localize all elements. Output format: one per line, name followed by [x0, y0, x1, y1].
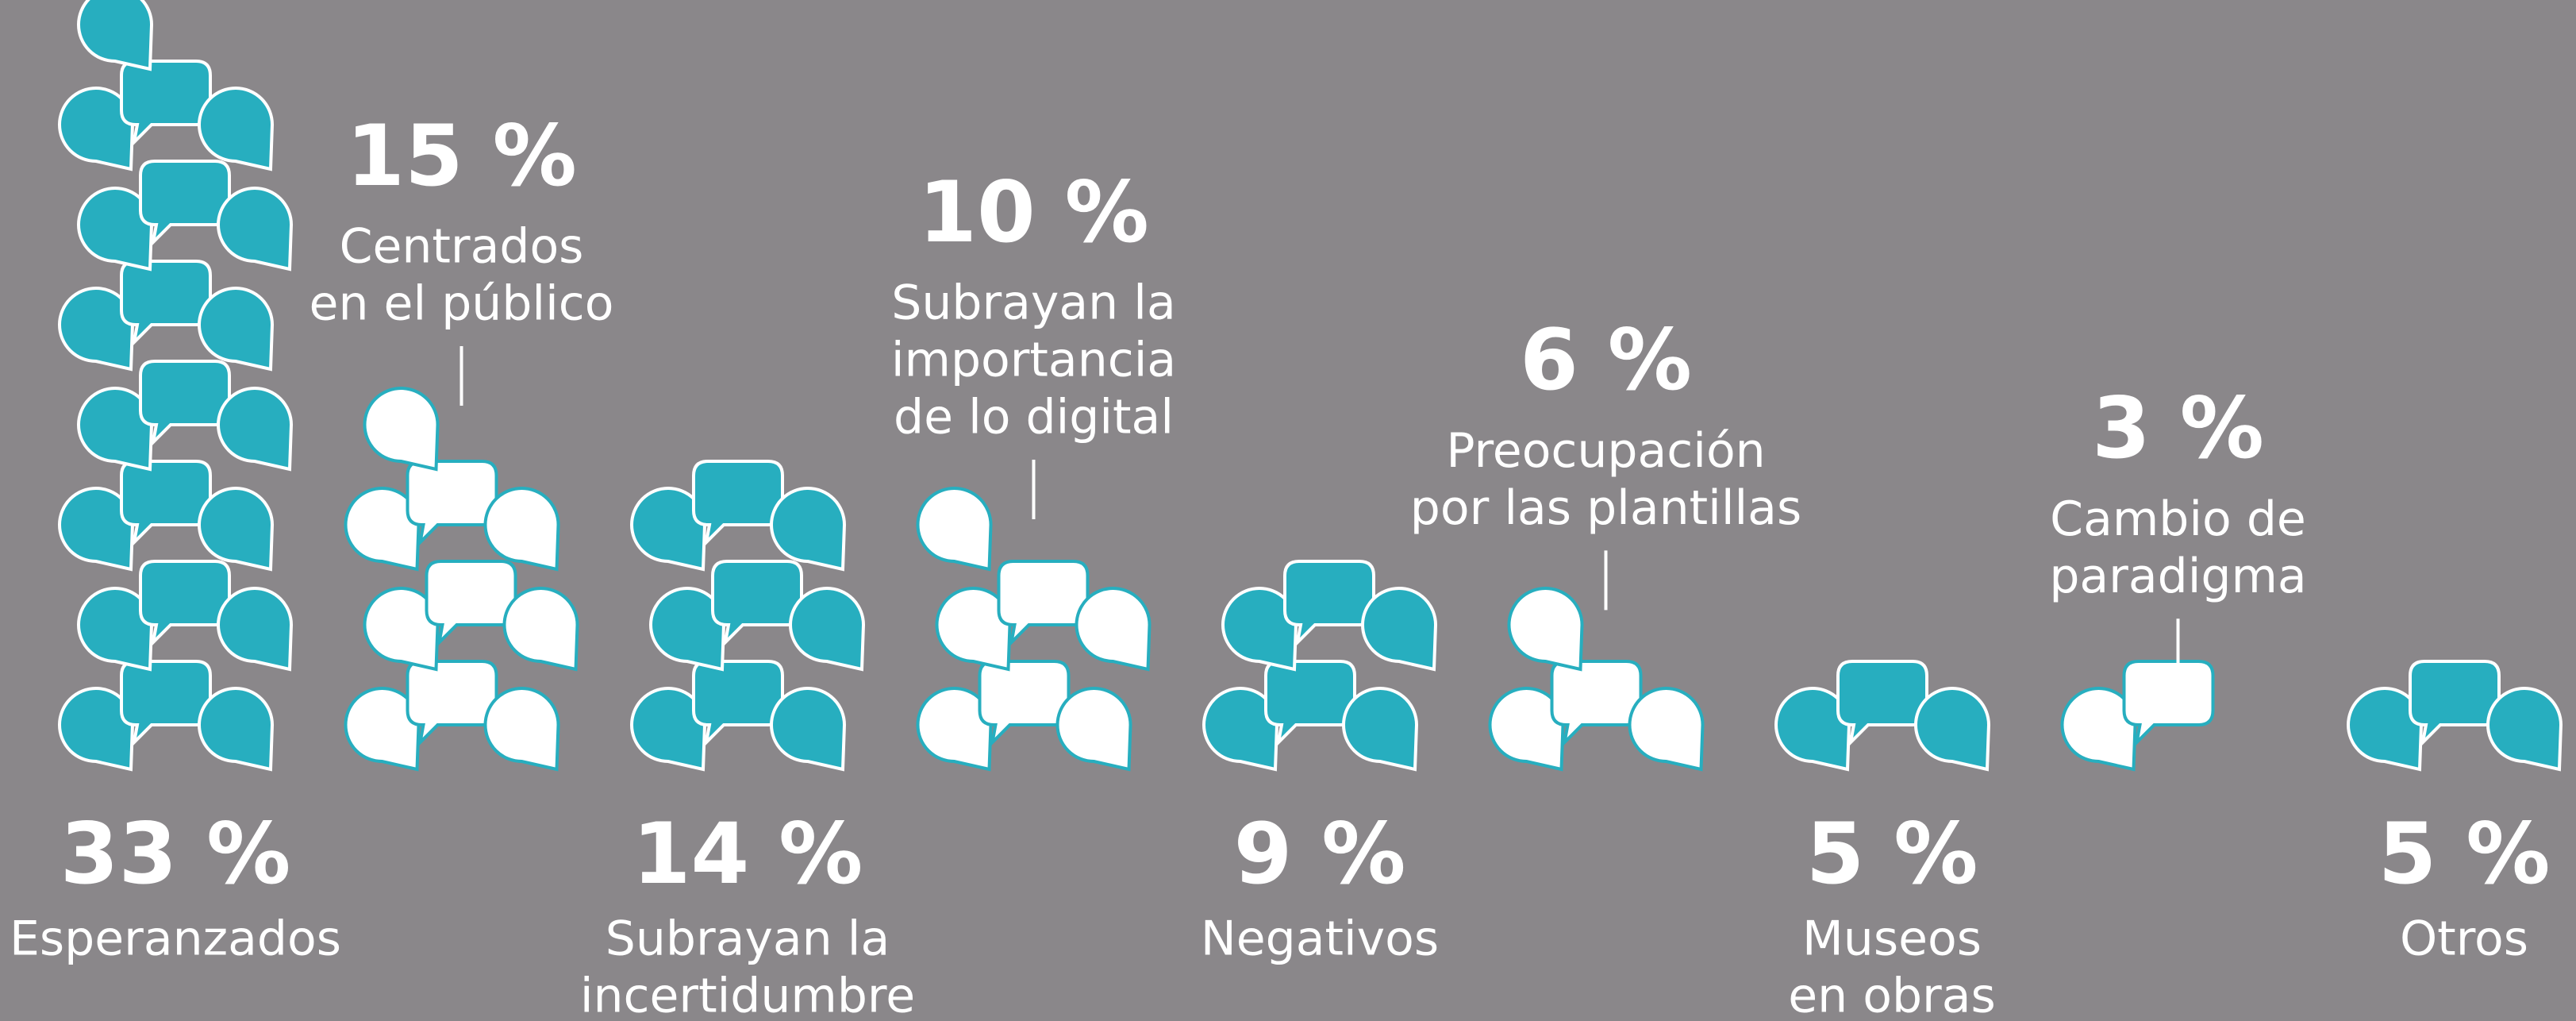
category-label: Subrayan la [891, 275, 1175, 331]
value-label: 6 % [1520, 311, 1692, 409]
bubble [770, 487, 847, 572]
bubble [198, 87, 275, 171]
bubble-column [58, 0, 294, 772]
bubble [406, 660, 498, 747]
bubble-column [630, 460, 866, 772]
bubble [1055, 687, 1132, 772]
bubble [2409, 660, 2501, 747]
bubble [198, 687, 275, 772]
bubble [2122, 660, 2215, 747]
bubble [916, 487, 993, 572]
category-label: Subrayan la [606, 911, 890, 967]
bubble [1507, 587, 1584, 672]
bubble [139, 560, 231, 647]
category-label: Centrados [340, 219, 584, 275]
category-label: incertidumbre [580, 969, 915, 1021]
bubble [139, 160, 231, 247]
bubble [1628, 687, 1705, 772]
bubble [770, 687, 847, 772]
bubble [502, 587, 579, 672]
bubble [139, 360, 231, 447]
bubble [120, 60, 212, 147]
category-label: Esperanzados [10, 911, 341, 967]
bubble [978, 660, 1071, 747]
value-label: 15 % [346, 107, 577, 205]
bubble [2486, 687, 2563, 772]
category-label: Negativos [1201, 911, 1439, 967]
bubble-column [1202, 560, 1438, 772]
value-label: 3 % [2092, 380, 2264, 477]
bubble [692, 660, 784, 747]
bubble [425, 560, 517, 647]
category-label: por las plantillas [1410, 480, 1801, 536]
value-label: 10 % [918, 164, 1149, 261]
bubble-column [1774, 660, 1991, 772]
bubble [120, 460, 212, 547]
category-label: de lo digital [894, 390, 1174, 445]
bubble [198, 487, 275, 572]
bubble [217, 187, 294, 272]
bubble-column [1488, 587, 1705, 772]
bubble [120, 660, 212, 747]
category-label: importancia [891, 333, 1176, 388]
category-label: Preocupación [1446, 423, 1765, 479]
bubble [1836, 660, 1928, 747]
bubble [483, 487, 560, 572]
category-label: en obras [1788, 969, 1996, 1021]
bubble [217, 587, 294, 672]
bubble-column [2060, 660, 2215, 772]
bubble-column [344, 387, 579, 772]
bubble [406, 460, 498, 547]
bubble [1075, 587, 1152, 672]
bubble [1550, 660, 1643, 747]
bubble [692, 460, 784, 547]
bubble [483, 687, 560, 772]
value-label: 5 % [2378, 805, 2551, 903]
bubble [1283, 560, 1375, 647]
bubble [120, 260, 212, 347]
value-label: 14 % [632, 805, 863, 903]
bubble [1361, 587, 1438, 672]
bubble [198, 287, 275, 372]
category-label: paradigma [2049, 549, 2306, 604]
category-label: Cambio de [2050, 491, 2306, 547]
bubble [1264, 660, 1356, 747]
bubble [711, 560, 803, 647]
bubble [1914, 687, 1991, 772]
bubble [997, 560, 1090, 647]
category-label: en el público [310, 276, 614, 332]
category-label: Museos [1802, 911, 1982, 967]
bubble-column [916, 487, 1152, 772]
bubble [1342, 687, 1419, 772]
value-label: 5 % [1806, 805, 1978, 903]
category-label: Otros [2400, 911, 2528, 967]
bubble [217, 387, 294, 472]
value-label: 33 % [60, 805, 291, 903]
bubble-column [2347, 660, 2563, 772]
value-label: 9 % [1234, 805, 1406, 903]
bubble [789, 587, 866, 672]
bubble [363, 387, 440, 472]
bubble [77, 0, 154, 71]
